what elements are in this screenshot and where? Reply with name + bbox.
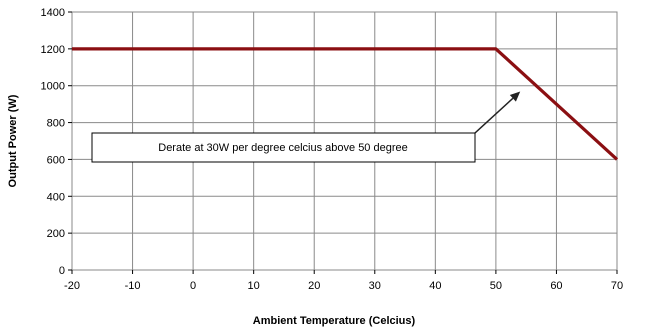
y-tick-label: 0 xyxy=(59,265,65,277)
x-tick-label: 20 xyxy=(308,280,320,292)
x-tick-label: 0 xyxy=(190,280,196,292)
annotation-text: Derate at 30W per degree celcius above 5… xyxy=(158,142,408,154)
x-tick-label: 40 xyxy=(429,280,441,292)
x-axis-ticks: -20 -10 0 10 20 30 40 50 60 70 xyxy=(64,270,623,292)
x-tick-label: -20 xyxy=(64,280,80,292)
y-tick-label: 200 xyxy=(47,228,65,240)
x-tick-label: 70 xyxy=(611,280,623,292)
y-axis-ticks: 0 200 400 600 800 1000 1200 1400 xyxy=(41,7,72,277)
annotation-arrow-head xyxy=(509,91,521,102)
y-tick-label: 400 xyxy=(47,191,65,203)
x-tick-label: 30 xyxy=(369,280,381,292)
y-tick-label: 600 xyxy=(47,154,65,166)
x-axis-title: Ambient Temperature (Celcius) xyxy=(253,315,416,327)
y-tick-label: 800 xyxy=(47,118,65,130)
annotation: Derate at 30W per degree celcius above 5… xyxy=(91,91,521,163)
y-axis-title: Output Power (W) xyxy=(7,94,19,187)
annotation-box xyxy=(91,132,476,163)
x-tick-label: -10 xyxy=(125,280,141,292)
y-tick-label: 1400 xyxy=(41,7,65,19)
y-tick-label: 1200 xyxy=(41,44,65,56)
y-tick-label: 1000 xyxy=(41,81,65,93)
series-layer xyxy=(72,47,619,161)
x-tick-label: 10 xyxy=(248,280,260,292)
x-tick-label: 60 xyxy=(550,280,562,292)
annotation-arrow-line xyxy=(474,97,514,134)
x-tick-label: 50 xyxy=(490,280,502,292)
series-line-0 xyxy=(72,47,619,161)
